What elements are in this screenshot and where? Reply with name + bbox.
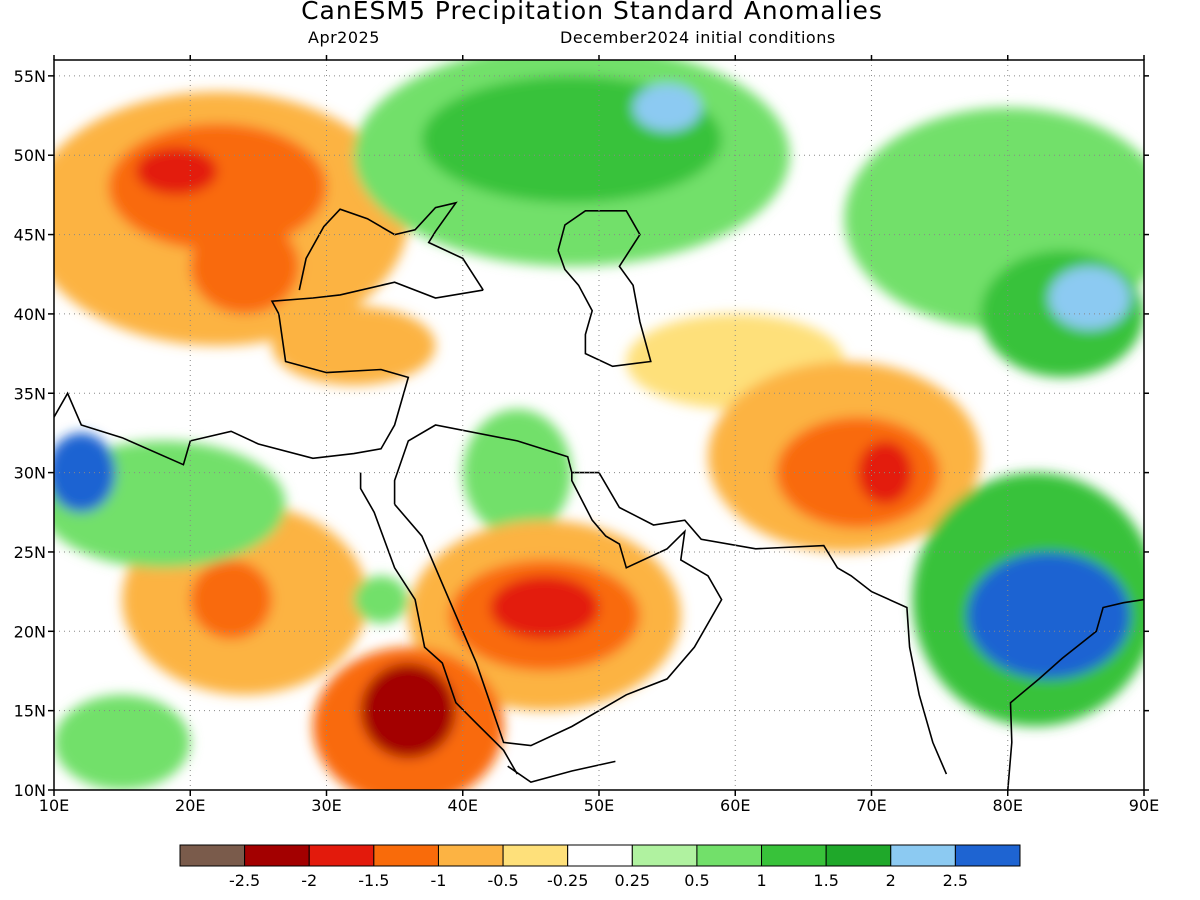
- region-ethiopia-core: [360, 663, 456, 759]
- lat-tick-label: 55N: [14, 67, 46, 86]
- coastline-1: [359, 472, 518, 775]
- lat-tick-label: 35N: [14, 384, 46, 403]
- region-turkey-dry: [272, 305, 436, 386]
- lon-tick-label: 20E: [175, 796, 205, 815]
- colorbar-swatch: [631, 844, 698, 867]
- initial-conditions: December2024 initial conditions: [560, 28, 836, 47]
- colorbar-label: 1: [756, 871, 766, 890]
- lat-tick-label: 45N: [14, 226, 46, 245]
- region-balkans-dry: [190, 218, 300, 314]
- coastlines: [54, 201, 1144, 790]
- colorbar-swatch: [761, 844, 827, 867]
- lat-tick-label: 25N: [14, 543, 46, 562]
- colorbar-label: 2.5: [943, 871, 968, 890]
- lon-tick-label: 90E: [1129, 796, 1159, 815]
- lon-tick-label: 60E: [720, 796, 750, 815]
- coastline-3: [298, 201, 484, 291]
- lat-tick-label: 40N: [14, 305, 46, 324]
- colorbar-label: -0.5: [487, 871, 518, 890]
- region-chad-wet: [54, 694, 191, 790]
- colorbar-swatch: [696, 844, 763, 867]
- lat-tick-label: 20N: [14, 622, 46, 641]
- lat-tick-label: 10N: [14, 781, 46, 800]
- colorbar-label: 1.5: [813, 871, 838, 890]
- lat-tick-label: 50N: [14, 146, 46, 165]
- lat-tick-label: 30N: [14, 464, 46, 483]
- colorbar-swatch: [244, 844, 310, 867]
- region-india-blue: [966, 551, 1131, 679]
- colorbar-label: -1: [430, 871, 446, 890]
- colorbar-swatch: [308, 844, 375, 867]
- forecast-month: Apr2025: [308, 28, 380, 47]
- colorbar-label: 0.25: [614, 871, 650, 890]
- colorbar-label: -2.5: [229, 871, 260, 890]
- region-tianshan-blue: [1048, 266, 1131, 330]
- region-iraq-wet: [462, 409, 572, 537]
- colorbar-label: 2: [886, 871, 896, 890]
- axis-ticks: 10E 20E 30E 40E 50E 60E 70E 80E 90E 10N 15N 20N 25N 3…: [14, 55, 1159, 815]
- region-arabia-core: [490, 575, 599, 640]
- colorbar-swatch: [954, 844, 1021, 867]
- colorbar-label: -1.5: [358, 871, 389, 890]
- coastline-6: [1007, 598, 1144, 790]
- lon-tick-label: 70E: [856, 796, 886, 815]
- lon-tick-label: 30E: [311, 796, 341, 815]
- coastline-5: [571, 471, 948, 775]
- lat-tick-label: 15N: [14, 702, 46, 721]
- colorbar-swatch: [567, 844, 633, 867]
- colorbar-label: -0.25: [547, 871, 588, 890]
- colorbar-swatch: [373, 844, 439, 867]
- colorbar-swatch: [437, 844, 504, 867]
- gridlines: [54, 60, 1144, 790]
- lon-tick-label: 40E: [448, 796, 478, 815]
- colorbar-swatch: [825, 844, 892, 867]
- region-russia-blue: [633, 83, 702, 132]
- region-sudan-dry-core: [190, 559, 272, 640]
- region-hungary-core: [135, 147, 218, 195]
- region-libya-blue: [54, 432, 116, 513]
- colorbar-swatch: [502, 844, 569, 867]
- region-egypt-wet: [353, 575, 409, 624]
- lon-tick-label: 50E: [584, 796, 614, 815]
- colorbar-swatch: [179, 844, 246, 867]
- lon-tick-label: 10E: [39, 796, 69, 815]
- colorbar-swatch: [890, 844, 956, 867]
- coastline-7: [507, 760, 616, 783]
- colorbar-label: -2: [301, 871, 317, 890]
- chart-title: CanESM5 Precipitation Standard Anomalies: [301, 0, 883, 25]
- region-pakistan-core: [857, 440, 913, 505]
- coastline-0: [393, 424, 723, 747]
- colorbar: -2.5 -2 -1.5 -1 -0.5 -0.25 0.25 0.5 1 1.5 2 2.5: [179, 844, 1021, 890]
- coastline-2: [54, 281, 484, 466]
- colorbar-label: 0.5: [684, 871, 709, 890]
- lon-tick-label: 80E: [993, 796, 1023, 815]
- coastline-4: [557, 210, 652, 368]
